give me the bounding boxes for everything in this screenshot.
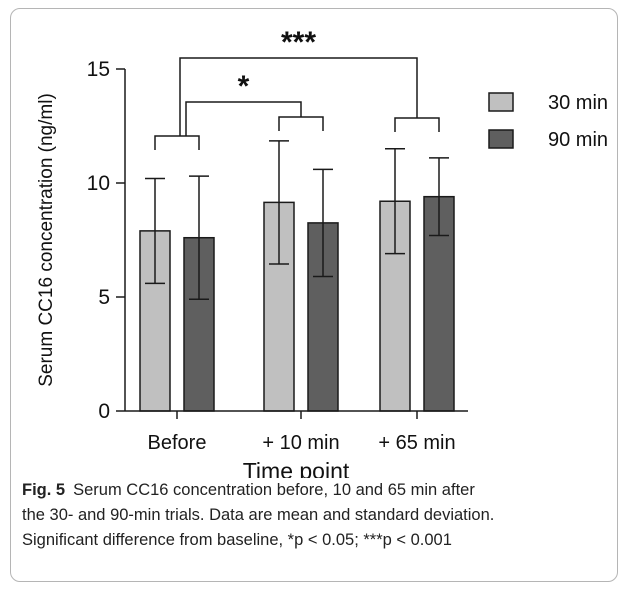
significance-bracket-1 bbox=[185, 101, 302, 136]
group-bracket-10-min bbox=[278, 116, 324, 131]
legend-label-30-min: 30 min bbox=[548, 92, 608, 114]
legend-label-90-min: 90 min bbox=[548, 129, 608, 151]
caption-line-2: the 30- and 90-min trials. Data are mean… bbox=[22, 506, 495, 524]
y-tick-label: 0 bbox=[98, 400, 110, 423]
legend: 30 min 90 min bbox=[488, 92, 608, 151]
error-bars-layer bbox=[145, 140, 449, 301]
y-tick-label: 5 bbox=[98, 286, 110, 309]
bars-layer bbox=[139, 195, 455, 412]
group-bracket-before bbox=[154, 135, 200, 150]
x-tick-label-65-min: + 65 min bbox=[378, 432, 455, 454]
x-tick-label-before: Before bbox=[148, 432, 207, 454]
x-axis-label: Time point bbox=[243, 458, 350, 478]
caption-label: Fig. 5 bbox=[22, 481, 66, 499]
y-tick-label: 10 bbox=[87, 172, 110, 195]
x-tick-label-10-min: + 10 min bbox=[262, 432, 339, 454]
caption-line-3: Significant difference from baseline, *p… bbox=[22, 531, 452, 549]
legend-swatch-30-min bbox=[488, 92, 514, 112]
axes-layer: 0 5 10 15 Before + 10 min + 65 min Time point Se… bbox=[36, 58, 468, 478]
figure-caption: Fig. 5 Serum CC16 concentration before, 1… bbox=[22, 478, 612, 553]
caption-line-1: Serum CC16 concentration before, 10 and … bbox=[73, 481, 475, 499]
significance-bracket-2 bbox=[179, 57, 418, 136]
significance-label-2: *** bbox=[281, 26, 316, 59]
y-axis-label: Serum CC16 concentration (ng/ml) bbox=[36, 93, 57, 387]
bar-30-min-65-min bbox=[379, 200, 411, 412]
significance-label-1: * bbox=[238, 70, 250, 103]
significance-layer: **** bbox=[154, 26, 440, 150]
group-bracket-65-min bbox=[394, 117, 440, 132]
y-tick-label: 15 bbox=[87, 58, 110, 81]
legend-swatch-90-min bbox=[488, 129, 514, 149]
